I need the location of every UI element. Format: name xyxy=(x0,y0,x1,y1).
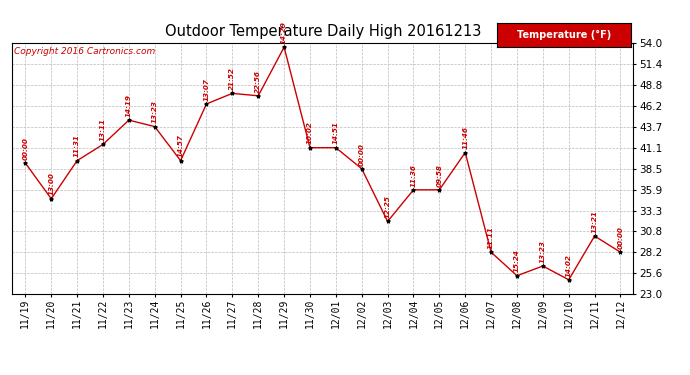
Point xyxy=(279,44,290,50)
Point xyxy=(331,145,342,151)
Point xyxy=(434,187,445,193)
Point xyxy=(175,158,186,164)
Point xyxy=(227,90,238,96)
Point xyxy=(201,101,212,107)
Text: 00:00: 00:00 xyxy=(618,226,624,249)
Point xyxy=(563,277,574,283)
Point xyxy=(382,218,393,224)
Text: Temperature (°F): Temperature (°F) xyxy=(517,30,611,40)
Point xyxy=(356,166,367,172)
Point xyxy=(615,249,626,255)
Text: 00:00: 00:00 xyxy=(22,137,28,160)
Point xyxy=(460,150,471,156)
Point xyxy=(149,124,160,130)
Text: 22:56: 22:56 xyxy=(255,70,262,93)
Text: 14:51: 14:51 xyxy=(333,122,339,144)
Text: 11:36: 11:36 xyxy=(411,164,417,187)
Point xyxy=(72,158,83,164)
Text: 14:02: 14:02 xyxy=(566,254,572,276)
Text: 09:58: 09:58 xyxy=(436,164,442,187)
Point xyxy=(511,273,522,279)
Text: 13:23: 13:23 xyxy=(540,240,546,263)
Point xyxy=(589,233,600,239)
Text: 13:00: 13:00 xyxy=(48,172,55,195)
Point xyxy=(20,160,31,166)
Point xyxy=(538,263,549,269)
Title: Outdoor Temperature Daily High 20161213: Outdoor Temperature Daily High 20161213 xyxy=(165,24,481,39)
Point xyxy=(486,249,497,255)
Text: 11:11: 11:11 xyxy=(488,226,494,249)
Point xyxy=(124,117,135,123)
Text: 14:57: 14:57 xyxy=(177,135,184,158)
Point xyxy=(46,196,57,202)
Text: 15:24: 15:24 xyxy=(514,250,520,273)
Text: 21:52: 21:52 xyxy=(229,67,235,90)
Text: 10:02: 10:02 xyxy=(307,122,313,144)
Text: 13:21: 13:21 xyxy=(591,210,598,233)
Text: 12:25: 12:25 xyxy=(384,195,391,218)
Text: 11:31: 11:31 xyxy=(74,135,80,158)
Point xyxy=(304,145,315,151)
Text: 14:19: 14:19 xyxy=(126,94,132,117)
Point xyxy=(253,93,264,99)
Text: Copyright 2016 Cartronics.com: Copyright 2016 Cartronics.com xyxy=(14,47,155,56)
Text: 14:29: 14:29 xyxy=(281,21,287,44)
Point xyxy=(97,141,108,147)
Point xyxy=(408,187,419,193)
Text: 00:00: 00:00 xyxy=(359,142,365,165)
Text: 13:07: 13:07 xyxy=(204,78,210,101)
Text: 11:46: 11:46 xyxy=(462,126,469,149)
Text: 13:23: 13:23 xyxy=(152,100,158,123)
Text: 13:11: 13:11 xyxy=(100,118,106,141)
